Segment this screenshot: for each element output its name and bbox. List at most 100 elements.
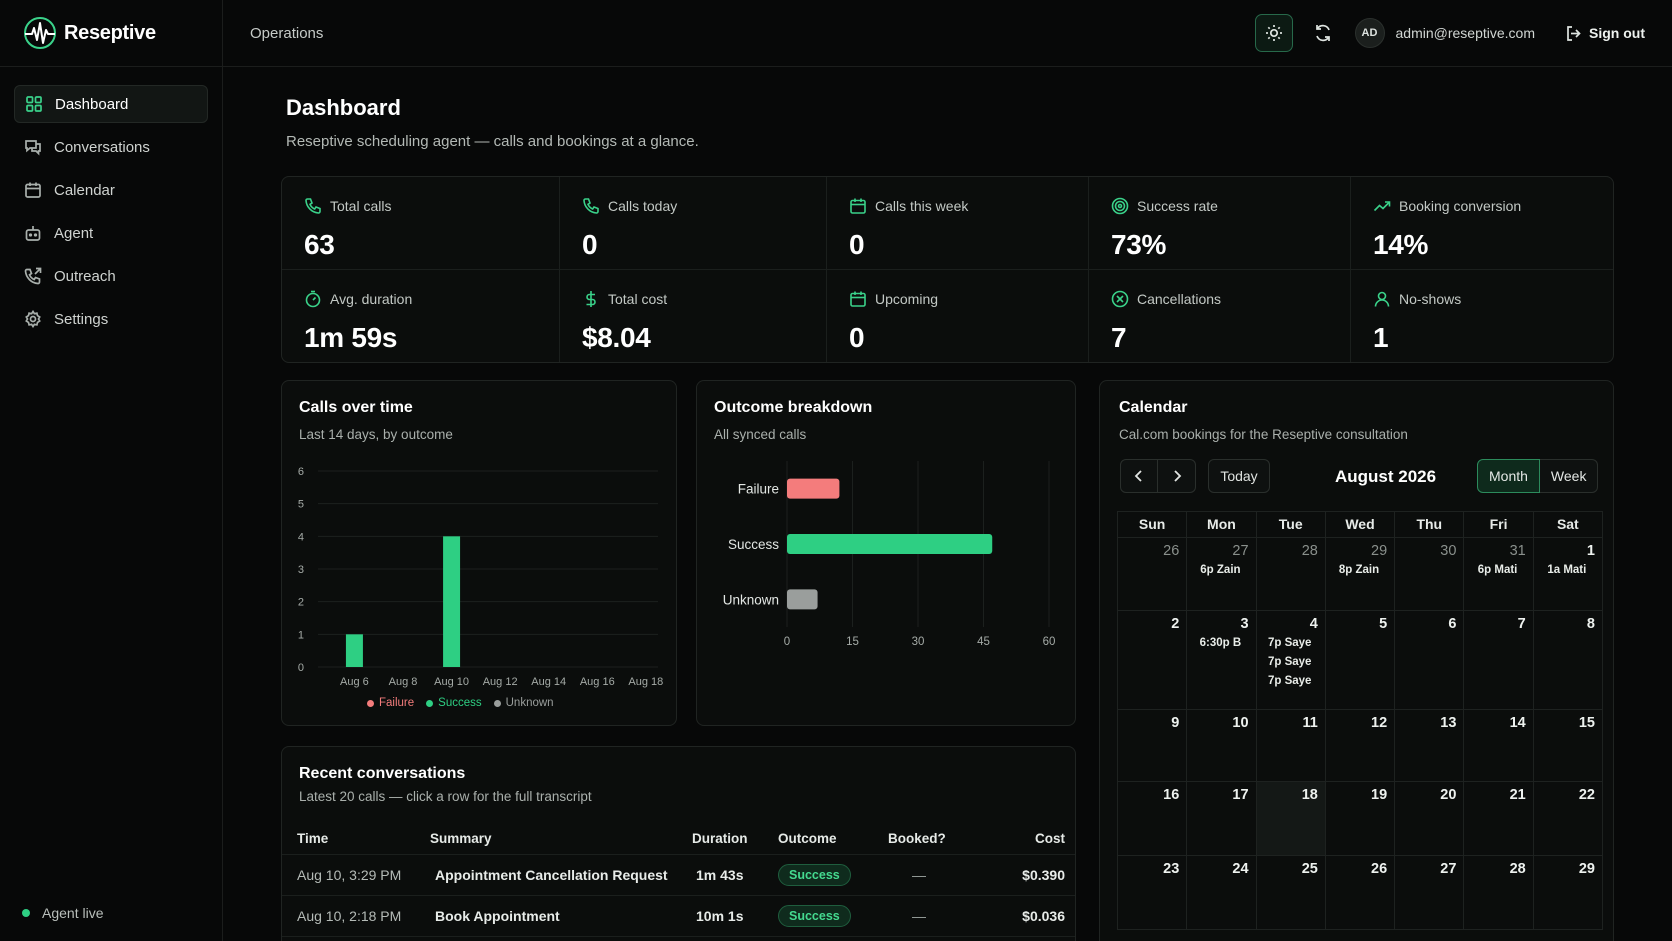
day-number: 25 bbox=[1301, 861, 1318, 877]
calls-over-time-card: Calls over time Last 14 days, by outcome… bbox=[281, 380, 677, 726]
stat-label: Upcoming bbox=[875, 291, 939, 307]
next-month-button[interactable] bbox=[1158, 459, 1196, 493]
sidebar-item-calendar[interactable]: Calendar bbox=[14, 171, 208, 209]
sidebar-item-outreach[interactable]: Outreach bbox=[14, 257, 208, 295]
sidebar-item-dashboard[interactable]: Dashboard bbox=[14, 85, 208, 123]
calendar-day[interactable]: 3 6:30p B bbox=[1187, 611, 1257, 710]
calendar-day[interactable]: 9 bbox=[1118, 710, 1188, 782]
table-row[interactable]: Aug 10, 2:18 PM Book Appointment 10m 1s … bbox=[282, 896, 1075, 937]
day-number: 14 bbox=[1509, 715, 1526, 731]
col-summary[interactable]: Summary bbox=[430, 831, 492, 846]
calendar-event[interactable]: 7p Saye bbox=[1267, 675, 1312, 687]
calendar-day[interactable]: 28 bbox=[1256, 538, 1326, 611]
agent-status-label: Agent live bbox=[42, 905, 104, 921]
calls-over-time-chart: 0 1 2 3 4 5 6 Aug 6 Aug 8 Aug 10 Aug 12 Aug 14 Aug 1… bbox=[298, 466, 663, 688]
cell-cost: $0.390 bbox=[1022, 867, 1065, 883]
sidebar: Reseptive Dashboard Conversations Calend… bbox=[0, 0, 223, 941]
legend-item-success[interactable]: Success bbox=[426, 697, 482, 709]
col-duration[interactable]: Duration bbox=[692, 831, 748, 846]
calendar-day[interactable]: 21 bbox=[1464, 782, 1534, 856]
calendar-day[interactable]: 20 bbox=[1395, 782, 1465, 856]
view-month-button[interactable]: Month bbox=[1477, 459, 1540, 493]
outcome-breakdown-chart: 0 15 30 45 60 Failure Success Unknown bbox=[723, 461, 1055, 648]
calendar-event[interactable]: 7p Saye bbox=[1267, 656, 1312, 668]
calendar-day[interactable]: 14 bbox=[1464, 710, 1534, 782]
calendar-day[interactable]: 31 6p Mati bbox=[1464, 538, 1534, 611]
recent-conversations-card: Recent conversations Latest 20 calls — c… bbox=[281, 746, 1076, 941]
weekday-label: Tue bbox=[1256, 512, 1326, 538]
calendar-day[interactable]: 17 bbox=[1187, 782, 1257, 856]
conversations-table: Time Summary Duration Outcome Booked? Co… bbox=[282, 823, 1075, 937]
calendar-day[interactable]: 4 7p Saye 7p Saye 7p Saye bbox=[1256, 611, 1326, 710]
calendar-day[interactable]: 27 bbox=[1395, 856, 1465, 930]
table-row[interactable]: Aug 10, 3:29 PM Appointment Cancellation… bbox=[282, 855, 1075, 896]
stat-calls-today: Calls today 0 bbox=[560, 177, 827, 270]
day-number: 17 bbox=[1232, 787, 1249, 803]
calendar-day[interactable]: 13 bbox=[1395, 710, 1465, 782]
sidebar-nav: Dashboard Conversations Calendar Agent O… bbox=[0, 67, 222, 361]
calendar-day[interactable]: 6 bbox=[1395, 611, 1465, 710]
table-header: Time Summary Duration Outcome Booked? Co… bbox=[282, 823, 1075, 855]
theme-toggle-button[interactable] bbox=[1254, 14, 1293, 52]
calendar-day[interactable]: 23 bbox=[1118, 856, 1188, 930]
day-number: 16 bbox=[1163, 787, 1180, 803]
col-cost[interactable]: Cost bbox=[1035, 831, 1065, 846]
chevron-left-icon bbox=[1134, 470, 1142, 482]
calendar-day[interactable]: 22 bbox=[1533, 782, 1603, 856]
refresh-button[interactable] bbox=[1311, 21, 1335, 45]
calendar-day[interactable]: 19 bbox=[1325, 782, 1396, 856]
calendar-day[interactable]: 10 bbox=[1187, 710, 1257, 782]
calendar-day[interactable]: 8 bbox=[1533, 611, 1603, 710]
calendar-event[interactable]: 6p Zain bbox=[1200, 564, 1241, 576]
calendar-day[interactable]: 25 bbox=[1256, 856, 1326, 930]
sidebar-item-agent[interactable]: Agent bbox=[14, 214, 208, 252]
legend-item-unknown[interactable]: Unknown bbox=[493, 697, 554, 709]
stat-label: No-shows bbox=[1399, 291, 1462, 307]
calendar-day[interactable]: 27 6p Zain bbox=[1187, 538, 1257, 611]
calendar-day[interactable]: 28 bbox=[1464, 856, 1534, 930]
calendar-event[interactable]: 6p Mati bbox=[1477, 564, 1518, 576]
calendar-day[interactable]: 2 bbox=[1118, 611, 1188, 710]
calendar-event[interactable]: 7p Saye bbox=[1267, 637, 1312, 649]
calendar-day[interactable]: 15 bbox=[1533, 710, 1603, 782]
stat-no-shows: No-shows 1 bbox=[1351, 270, 1613, 362]
stat-label: Avg. duration bbox=[330, 291, 413, 307]
weekday-label: Mon bbox=[1187, 512, 1257, 538]
sign-out-button[interactable]: Sign out bbox=[1565, 25, 1645, 42]
calendar-event[interactable]: 8p Zain bbox=[1338, 564, 1380, 576]
today-button[interactable]: Today bbox=[1208, 459, 1270, 493]
calendar-day[interactable]: 29 8p Zain bbox=[1325, 538, 1396, 611]
calendar-day[interactable]: 24 bbox=[1187, 856, 1257, 930]
brand[interactable]: Reseptive bbox=[0, 0, 222, 67]
status-dot-icon bbox=[22, 909, 30, 917]
sidebar-item-conversations[interactable]: Conversations bbox=[14, 128, 208, 166]
calendar-day[interactable]: 18 bbox=[1256, 782, 1326, 856]
view-week-button[interactable]: Week bbox=[1539, 459, 1599, 493]
col-outcome[interactable]: Outcome bbox=[778, 831, 837, 846]
col-booked[interactable]: Booked? bbox=[888, 831, 946, 846]
legend-item-failure[interactable]: Failure bbox=[367, 697, 414, 709]
calendar-day[interactable]: 5 bbox=[1325, 611, 1396, 710]
calendar-day[interactable]: 26 bbox=[1118, 538, 1188, 611]
avatar[interactable]: AD bbox=[1354, 18, 1385, 48]
col-time[interactable]: Time bbox=[297, 831, 329, 846]
calendar-day[interactable]: 26 bbox=[1325, 856, 1396, 930]
sidebar-item-label: Outreach bbox=[54, 267, 116, 285]
sidebar-item-settings[interactable]: Settings bbox=[14, 300, 208, 338]
calendar-event[interactable]: 6:30p B bbox=[1199, 637, 1242, 649]
calendar-day[interactable]: 12 bbox=[1325, 710, 1396, 782]
calendar-day[interactable]: 7 bbox=[1464, 611, 1534, 710]
calendar-grid: Sun Mon Tue Wed Thu Fri Sat 26 27 6p Zain 28 29 8p Z… bbox=[1117, 511, 1603, 930]
calendar-day[interactable]: 11 bbox=[1256, 710, 1326, 782]
calendar-event[interactable]: 1a Mati bbox=[1547, 564, 1587, 576]
calendar-day[interactable]: 1 1a Mati bbox=[1533, 538, 1603, 611]
timer-icon bbox=[305, 290, 321, 308]
x-circle-icon bbox=[1111, 290, 1129, 308]
calendar-card: Calendar Cal.com bookings for the Resept… bbox=[1099, 380, 1614, 941]
calendar-day[interactable]: 29 bbox=[1533, 856, 1603, 930]
stat-label: Calls today bbox=[608, 198, 678, 214]
calendar-day[interactable]: 16 bbox=[1118, 782, 1188, 856]
prev-month-button[interactable] bbox=[1120, 459, 1158, 493]
calendar-day[interactable]: 30 bbox=[1395, 538, 1465, 611]
x-tick-label: Aug 14 bbox=[531, 676, 566, 688]
